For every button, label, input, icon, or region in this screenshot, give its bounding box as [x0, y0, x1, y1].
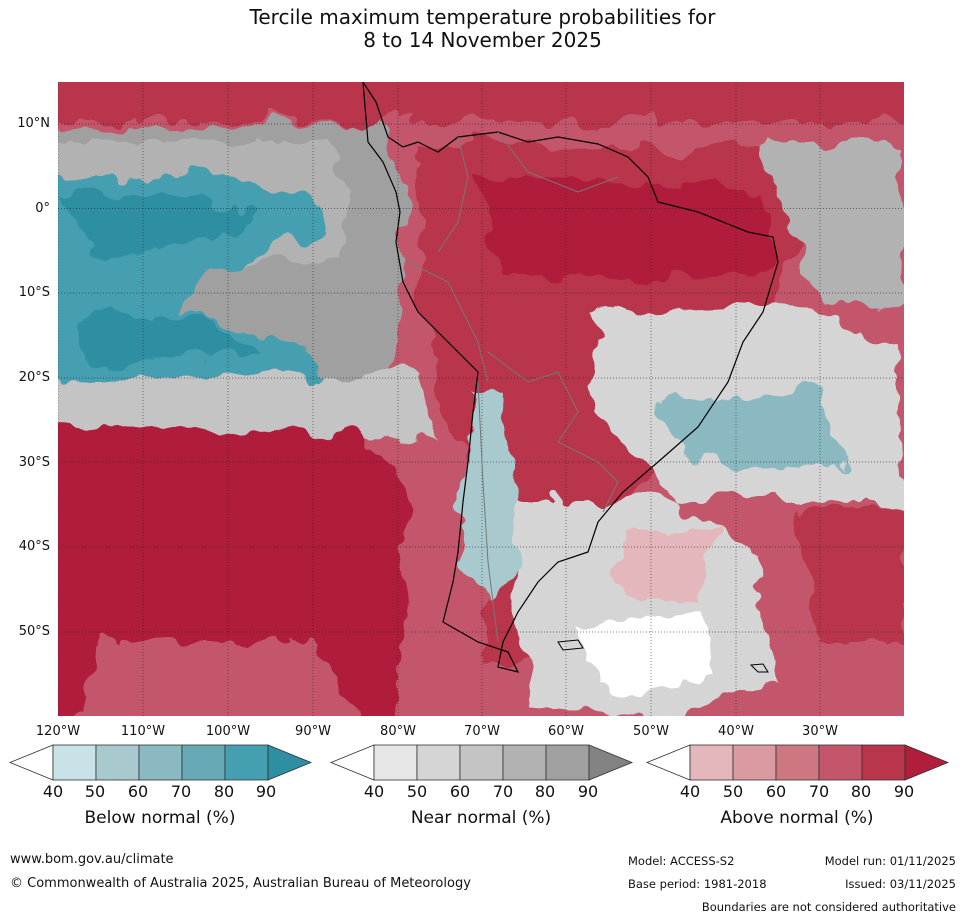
- below-tick-80: 80: [213, 782, 235, 801]
- near-colorbar-max-triangle: [588, 744, 634, 781]
- issued-text: Issued: 03/11/2025: [845, 877, 956, 891]
- above-colorbar-bin-3: [775, 744, 820, 781]
- above-colorbar-min-triangle: [645, 744, 691, 781]
- colorbar-below: [8, 744, 313, 781]
- field-red-amazon: [478, 172, 778, 282]
- lat-label-10n: 10°N: [17, 116, 50, 131]
- south-georgia-outline: [749, 663, 769, 673]
- lat-label-30s: 30°S: [18, 455, 50, 470]
- disclaimer-text: Boundaries are not considered authoritat…: [701, 900, 956, 914]
- colorbar-near: [329, 744, 634, 781]
- above-colorbar-bin-4: [818, 744, 863, 781]
- chart-title-line-1: Tercile maximum temperature probabilitie…: [249, 5, 716, 29]
- near-tick-40: 40: [363, 782, 385, 801]
- field-red-north: [58, 82, 904, 122]
- field-grey-atlantic-north: [758, 142, 904, 312]
- near-colorbar-bin-5: [545, 744, 590, 781]
- country-borders: [407, 131, 619, 643]
- border-peru: [407, 261, 489, 383]
- below-colorbar-bin-3: [138, 744, 183, 781]
- near-tick-60: 60: [449, 782, 471, 801]
- near-colorbar-min-triangle: [329, 744, 375, 781]
- above-normal-label: Above normal (%): [720, 808, 874, 828]
- below-tick-50: 50: [84, 782, 106, 801]
- website-link[interactable]: www.bom.gov.au/climate: [10, 852, 174, 867]
- below-normal-label: Below normal (%): [84, 808, 236, 828]
- below-colorbar-max-triangle: [267, 744, 313, 781]
- near-tick-50: 50: [406, 782, 428, 801]
- lon-label-80w: 80°W: [380, 724, 416, 739]
- border-bolivia: [487, 351, 579, 443]
- near-colorbar-bin-3: [459, 744, 504, 781]
- below-tick-40: 40: [42, 782, 64, 801]
- model-run-text: Model run: 01/11/2025: [824, 854, 956, 868]
- above-colorbar-max-triangle: [904, 744, 950, 781]
- lon-label-30w: 30°W: [802, 724, 838, 739]
- near-colorbar-bin-2: [416, 744, 461, 781]
- above-tick-50: 50: [722, 782, 744, 801]
- lon-label-50w: 50°W: [633, 724, 669, 739]
- colorbars: [8, 744, 950, 781]
- near-tick-90: 90: [577, 782, 599, 801]
- model-text: Model: ACCESS-S2: [628, 854, 735, 868]
- colorbar-above: [645, 744, 950, 781]
- lon-label-60w: 60°W: [548, 724, 584, 739]
- lon-label-70w: 70°W: [464, 724, 500, 739]
- lon-label-120w: 120°W: [35, 724, 81, 739]
- lon-label-90w: 90°W: [295, 724, 331, 739]
- probability-map: [58, 82, 904, 716]
- below-colorbar-bin-5: [224, 744, 269, 781]
- border-colombia: [437, 136, 469, 253]
- below-colorbar-bin-2: [95, 744, 140, 781]
- below-colorbar-bin-4: [181, 744, 226, 781]
- above-colorbar-bin-5: [861, 744, 906, 781]
- near-tick-70: 70: [492, 782, 514, 801]
- south-america-coastline: [362, 82, 779, 673]
- chart-title-line-2: 8 to 14 November 2025: [363, 28, 602, 52]
- lat-label-40s: 40°S: [18, 539, 50, 554]
- field-teal-strong: [58, 192, 258, 252]
- falklands-outline: [557, 639, 584, 651]
- below-tick-60: 60: [127, 782, 149, 801]
- above-tick-80: 80: [850, 782, 872, 801]
- border-chile-argentina: [477, 381, 499, 643]
- border-venezuela-brazil: [497, 131, 619, 193]
- lat-label-10s: 10°S: [18, 285, 50, 300]
- field-grey-transition: [58, 372, 438, 442]
- copyright-text: © Commonwealth of Australia 2025, Austra…: [10, 876, 471, 891]
- base-period-text: Base period: 1981-2018: [628, 877, 767, 891]
- field-red-pacific-far-south: [79, 642, 355, 716]
- below-colorbar-bin-1: [52, 744, 97, 781]
- lon-label-100w: 100°W: [205, 724, 251, 739]
- above-tick-70: 70: [808, 782, 830, 801]
- field-teal-atlantic: [658, 392, 848, 472]
- below-tick-70: 70: [170, 782, 192, 801]
- below-tick-90: 90: [255, 782, 277, 801]
- above-tick-40: 40: [679, 782, 701, 801]
- near-colorbar-bin-1: [373, 744, 418, 781]
- field-red-atlantic-east: [793, 502, 904, 642]
- field-pink-patch: [618, 532, 718, 602]
- above-tick-60: 60: [765, 782, 787, 801]
- lat-label-50s: 50°S: [18, 624, 50, 639]
- graticule: [58, 82, 904, 716]
- lat-label-0: 0°: [35, 201, 50, 216]
- below-colorbar-min-triangle: [8, 744, 54, 781]
- lon-label-110w: 110°W: [120, 724, 166, 739]
- above-colorbar-bin-1: [689, 744, 734, 781]
- lat-label-20s: 20°S: [18, 370, 50, 385]
- above-tick-90: 90: [893, 782, 915, 801]
- near-normal-label: Near normal (%): [410, 808, 552, 828]
- border-paraguay-uruguay: [557, 441, 619, 513]
- probability-field: [58, 82, 904, 716]
- field-teal-strong-south: [78, 312, 258, 367]
- lon-label-40w: 40°W: [718, 724, 754, 739]
- near-colorbar-bin-4: [502, 744, 547, 781]
- near-tick-80: 80: [534, 782, 556, 801]
- above-colorbar-bin-2: [732, 744, 777, 781]
- field-white-patch: [578, 612, 718, 692]
